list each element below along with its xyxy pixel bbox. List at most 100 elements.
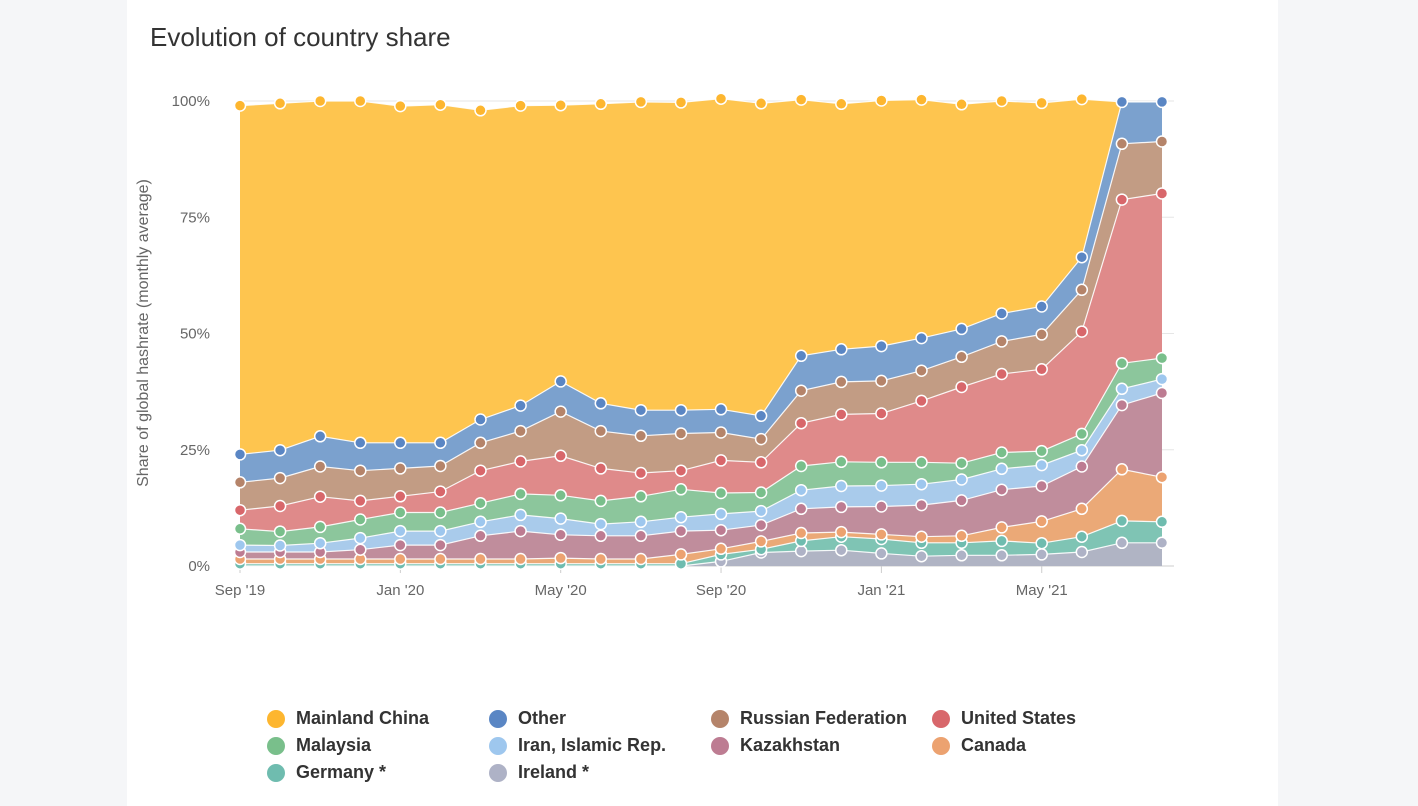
legend-item-other[interactable]: Other	[489, 708, 566, 729]
point-russian-federation	[915, 364, 928, 377]
point-iran-islamic-rep-	[394, 524, 407, 538]
point-mainland-china	[233, 99, 247, 112]
legend-item-ireland[interactable]: Ireland *	[489, 762, 589, 783]
point-kazakhstan	[754, 518, 768, 532]
point-germany-	[995, 534, 1008, 548]
legend-label: United States	[961, 708, 1077, 728]
x-tick-label: May '21	[1016, 582, 1068, 599]
point-russian-federation	[354, 464, 367, 477]
point-iran-islamic-rep-	[514, 508, 527, 522]
point-other	[554, 375, 567, 388]
point-other	[1035, 300, 1048, 313]
point-iran-islamic-rep-	[835, 479, 848, 493]
series-line	[239, 101, 1162, 455]
legend-marker-icon	[489, 709, 507, 728]
point-iran-islamic-rep-	[474, 515, 487, 529]
point-united-states	[754, 456, 768, 469]
y-tick-label: 25%	[180, 442, 210, 459]
point-malaysia	[354, 513, 367, 526]
legend-item-iran-islamic-rep[interactable]: Iran, Islamic Rep.	[489, 735, 666, 756]
legend-item-russian-federation[interactable]: Russian Federation	[711, 708, 907, 729]
legend-label: Iran, Islamic Rep.	[518, 735, 667, 755]
point-united-states	[514, 455, 527, 468]
legend-item-germany[interactable]: Germany *	[267, 762, 386, 783]
point-malaysia	[594, 494, 608, 508]
point-united-states	[835, 408, 848, 421]
point-united-states	[434, 485, 447, 498]
point-russian-federation	[233, 476, 247, 489]
legend-label: Mainland China	[296, 708, 430, 728]
series-line	[239, 192, 1163, 511]
legend-item-kazakhstan[interactable]: Kazakhstan	[711, 735, 840, 756]
area-malaysia	[240, 358, 1162, 546]
point-iran-islamic-rep-	[955, 473, 968, 486]
legend-item-canada[interactable]: Canada	[932, 735, 1026, 756]
x-tick-label: Sep '20	[696, 582, 746, 599]
point-other	[313, 430, 327, 443]
area-united-states	[240, 193, 1162, 532]
point-iran-islamic-rep-	[233, 538, 247, 552]
point-canada	[714, 542, 728, 556]
point-canada	[474, 552, 487, 566]
point-canada	[875, 528, 888, 541]
point-germany-	[1155, 515, 1169, 529]
point-united-states	[1155, 187, 1169, 200]
legend-label: Kazakhstan	[740, 735, 841, 755]
point-russian-federation	[875, 374, 888, 388]
point-malaysia	[554, 489, 567, 502]
point-mainland-china	[995, 94, 1008, 108]
point-canada	[394, 552, 407, 566]
point-malaysia	[1155, 351, 1169, 365]
point-iran-islamic-rep-	[915, 477, 928, 491]
point-united-states	[273, 499, 287, 513]
point-other	[754, 409, 768, 423]
point-mainland-china	[835, 97, 848, 111]
point-kazakhstan	[474, 529, 487, 543]
point-ireland-	[1035, 548, 1048, 561]
y-axis-label: Share of global hashrate (monthly averag…	[135, 179, 152, 487]
point-united-states	[714, 454, 728, 467]
legend-item-united-states[interactable]: United States	[932, 708, 1076, 729]
point-mainland-china	[1035, 96, 1048, 110]
point-iran-islamic-rep-	[1075, 443, 1089, 457]
point-united-states	[474, 464, 487, 477]
chart-title: Evolution of country share	[150, 22, 451, 52]
point-mainland-china	[1075, 92, 1089, 106]
legend-marker-icon	[932, 736, 950, 755]
point-united-states	[354, 494, 367, 508]
legend-marker-icon	[489, 736, 507, 755]
point-mainland-china	[474, 104, 487, 117]
series-line	[240, 542, 1162, 567]
legend-label: Canada	[961, 735, 1027, 755]
legend-item-mainland-china[interactable]: Mainland China	[267, 708, 429, 729]
x-tick-label: Jan '20	[376, 582, 424, 599]
point-other	[995, 307, 1008, 320]
chart-card: Evolution of country share 0% 25% 50% 75% 10…	[127, 0, 1278, 806]
legend-item-malaysia[interactable]: Malaysia	[267, 735, 371, 756]
point-other	[514, 399, 527, 412]
point-iran-islamic-rep-	[1155, 372, 1169, 386]
point-malaysia	[434, 506, 447, 519]
point-canada	[514, 552, 527, 566]
point-ireland-	[794, 544, 808, 558]
legend-label: Other	[518, 708, 567, 728]
point-other	[1075, 250, 1089, 264]
point-russian-federation	[794, 384, 808, 397]
point-russian-federation	[313, 460, 327, 473]
point-other	[594, 397, 608, 410]
point-mainland-china	[273, 97, 287, 110]
point-canada	[1115, 463, 1129, 476]
point-iran-islamic-rep-	[794, 483, 808, 497]
point-kazakhstan	[634, 529, 648, 543]
point-russian-federation	[514, 424, 527, 438]
point-iran-islamic-rep-	[594, 517, 608, 531]
point-iran-islamic-rep-	[714, 507, 728, 521]
point-russian-federation	[554, 405, 567, 418]
point-other	[875, 339, 888, 353]
point-canada	[754, 535, 768, 548]
point-mainland-china	[634, 95, 648, 109]
point-iran-islamic-rep-	[273, 539, 287, 552]
point-ireland-	[915, 549, 928, 563]
point-germany-	[1035, 536, 1048, 550]
point-kazakhstan	[514, 524, 527, 538]
